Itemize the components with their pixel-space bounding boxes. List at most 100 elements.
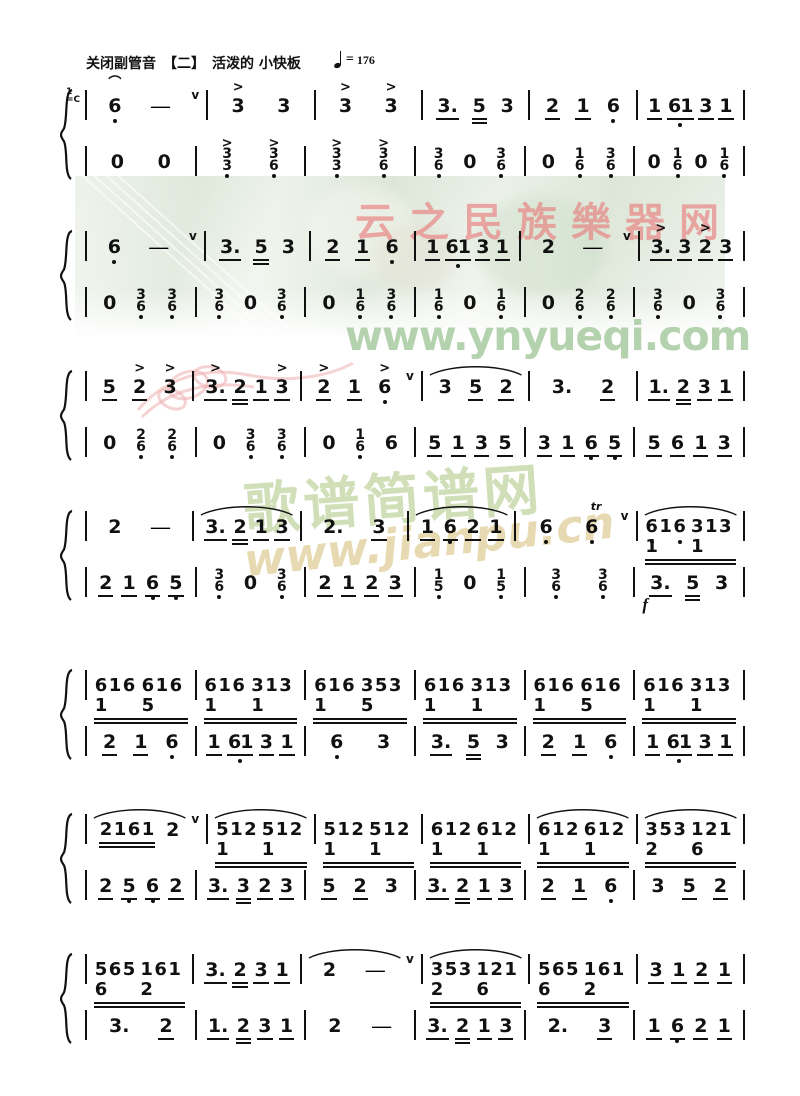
lower-voice-line: 2 5 6 2 3. 3 2 3 5 2 3 3. 2 1 3 2 1 6 3 5 2	[82, 870, 748, 904]
barline	[528, 371, 531, 401]
note: 3 >	[384, 81, 399, 124]
beam	[101, 399, 117, 401]
accent-mark: >	[134, 361, 146, 376]
note-digit: 1	[423, 695, 437, 716]
note-digit: 6	[342, 675, 355, 696]
note: 3	[718, 231, 734, 265]
up-bow-mark: v	[405, 952, 414, 966]
beam	[340, 595, 357, 597]
note: 5	[253, 231, 269, 265]
note: 3	[714, 567, 729, 601]
beam	[488, 539, 504, 541]
note: 61	[665, 726, 692, 763]
beam	[455, 902, 471, 904]
augmentation-dot: .	[336, 516, 344, 538]
sixteenth-note-group: 2161	[99, 814, 156, 849]
system-brace	[58, 369, 80, 465]
accent-mark: >	[385, 80, 397, 95]
note-digit: 1	[204, 695, 217, 716]
note-digit: 3	[384, 875, 398, 897]
note: 1	[571, 870, 588, 904]
sixteenth-note-group: 3532	[429, 954, 476, 1009]
note: 3.	[426, 870, 449, 904]
note-digit: 3	[537, 432, 551, 454]
beam	[232, 543, 248, 545]
beam	[469, 718, 517, 720]
octave-dot-low	[448, 540, 453, 544]
note-digit: 2	[694, 1015, 708, 1037]
note-digit: 3	[259, 731, 274, 753]
quarter-note-icon	[333, 50, 343, 69]
note-digit: 2	[458, 819, 472, 840]
barline	[514, 511, 517, 541]
note-digit: 1	[207, 1015, 222, 1037]
note-digit: 1	[355, 236, 370, 258]
note-digit: 2	[236, 1015, 250, 1037]
note-digit: 3	[372, 516, 386, 538]
note: 3 >	[274, 362, 290, 405]
measure: 6 6 tr	[519, 500, 618, 545]
note: 2	[232, 371, 248, 405]
beam	[497, 455, 513, 457]
note-digit: 6	[606, 95, 621, 117]
barline	[633, 1010, 636, 1040]
note-digit: 6	[538, 979, 551, 1000]
note-digit: 1	[451, 432, 465, 454]
note: 1	[647, 90, 663, 124]
note: 2	[158, 1010, 174, 1044]
note: 2	[232, 511, 248, 545]
measure: 1. 2 3 1	[200, 1010, 302, 1044]
note-digit: 1	[484, 675, 498, 696]
note-digit: 5	[322, 875, 336, 897]
note-digit: 1	[657, 675, 670, 696]
note-digit: 61	[666, 731, 692, 753]
note-digit: 3	[645, 819, 658, 840]
note-digit: 3	[275, 516, 289, 538]
note-digit: 3	[437, 95, 451, 117]
note-digit: 2	[328, 1015, 342, 1037]
note-digit: 1	[426, 236, 440, 258]
beam	[571, 898, 588, 900]
augmentation-dot: .	[218, 516, 226, 538]
sixteenth-note-group: 5121	[215, 814, 261, 869]
beam	[694, 982, 710, 984]
note-digit: 3	[388, 572, 402, 594]
note-digit: 6	[384, 432, 398, 454]
note-digit: 5	[102, 376, 116, 398]
note-digit: 3	[551, 376, 565, 398]
note: 6	[144, 567, 161, 601]
note: 3.	[204, 954, 227, 988]
beam	[429, 754, 453, 756]
note-digit: 1	[275, 819, 289, 840]
barline	[420, 371, 423, 401]
staff-system: 2161 2 v 5121 5121 5121 5121 6121 6121 6121 6121 35…	[58, 809, 748, 908]
note-digit: 5	[607, 432, 622, 454]
note: 1	[340, 567, 357, 601]
note: 2 >	[132, 362, 148, 405]
note: 1	[671, 954, 687, 988]
measure: 3. 5 3	[419, 726, 521, 760]
note-sustain-dash: —	[372, 1016, 392, 1037]
note: 3	[438, 371, 453, 405]
barline	[304, 670, 307, 700]
beam	[671, 982, 687, 984]
note: 2	[540, 726, 556, 760]
measure: f 3. 5 3	[638, 567, 740, 614]
note-digit: 1	[691, 819, 704, 840]
note: 2	[317, 567, 333, 601]
beam	[274, 539, 290, 541]
note-digit: 1	[648, 376, 662, 398]
beam	[436, 118, 459, 120]
note-digit: 1	[703, 675, 717, 696]
beam	[99, 846, 156, 848]
beam	[232, 982, 248, 984]
